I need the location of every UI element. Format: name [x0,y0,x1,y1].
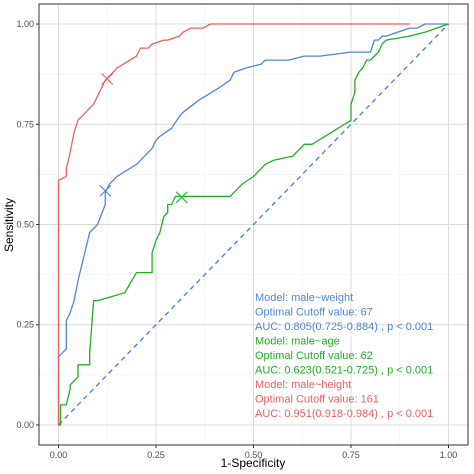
x-tick-label: 1.00 [440,450,458,460]
annotation-weight-line-2: AUC: 0.805(0.725-0.884) , p < 0.001 [255,321,433,333]
y-tick-label: 0.25 [16,320,34,330]
optimal-cutoff-markers [99,73,188,204]
y-axis-label: Sensitivity [2,198,16,252]
annotation-height-line-2: AUC: 0.951(0.918-0.984) , p < 0.001 [255,408,433,420]
roc-curves [57,23,449,426]
annotation-age-line-2: AUC: 0.623(0.521-0.725) , p < 0.001 [255,365,433,377]
y-tick-label: 0.00 [16,420,34,430]
x-tick-label: 0.00 [50,450,68,460]
optimal-point-weight [99,184,112,197]
optimal-point-age [175,191,188,204]
roc-curve-age [58,23,449,426]
x-tick-label: 0.50 [245,450,263,460]
roc-curve-weight [57,23,449,425]
annotation-age-line-1: Optimal Cutoff value: 62 [255,350,373,362]
axes: 1-Specificity Sensitivity 0.00 0.25 0.50 0.… [2,3,469,470]
y-tick-label: 1.00 [16,19,34,29]
annotation-age-line-0: Model: male~age [255,336,340,348]
optimal-point-height [101,73,114,85]
y-tick-label: 0.50 [16,220,34,230]
roc-curve-height [57,23,410,425]
annotation-weight-line-1: Optimal Cutoff value: 67 [255,307,373,319]
x-axis-label: 1-Specificity [221,456,286,470]
annotation-height-line-0: Model: male~height [255,379,351,391]
x-tick-label: 0.75 [342,450,360,460]
reference-diagonal [57,23,450,426]
annotation-height-line-1: Optimal Cutoff value: 161 [255,394,379,406]
annotation-block: Model: male~weight Optimal Cutoff value: … [255,292,433,420]
x-tick-label: 0.25 [147,450,165,460]
reference-line [57,23,450,426]
annotation-weight-line-0: Model: male~weight [255,292,353,304]
y-tick-label: 0.75 [16,119,34,129]
